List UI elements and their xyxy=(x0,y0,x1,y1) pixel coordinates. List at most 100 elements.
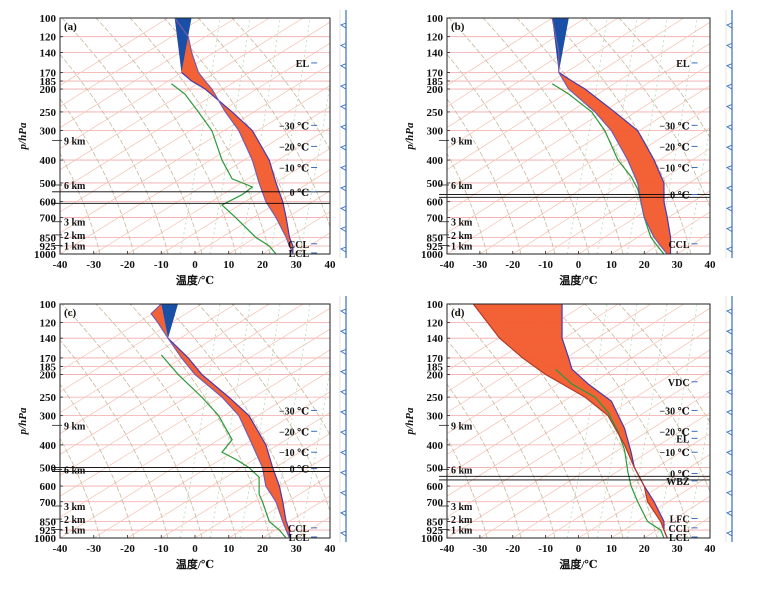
moist-adiabat xyxy=(747,18,759,254)
y-tick-label: 140 xyxy=(427,47,444,59)
height-mark-label: 2 km xyxy=(64,515,86,526)
wind-barb xyxy=(727,104,732,109)
y-tick-label: 400 xyxy=(427,155,444,167)
wind-barb xyxy=(341,430,346,435)
x-tick-label: -30 xyxy=(473,259,488,271)
wind-barb xyxy=(727,23,732,28)
y-tick-label: 600 xyxy=(427,197,444,209)
level-annotation: −30 ℃ xyxy=(659,121,689,132)
level-annotation: LCL xyxy=(289,533,310,544)
height-mark-label: 6 km xyxy=(451,466,473,477)
x-tick-label: 40 xyxy=(705,259,717,271)
wind-barb xyxy=(341,23,346,28)
level-annotation: −30 ℃ xyxy=(279,121,309,132)
height-mark-label: 1 km xyxy=(451,241,473,252)
level-annotation: 0 ℃ xyxy=(670,191,690,202)
height-mark-label: 3 km xyxy=(451,502,473,513)
wind-barb xyxy=(727,64,732,69)
panel-label: (c) xyxy=(64,307,77,319)
level-annotation: EL xyxy=(296,59,310,70)
level-annotation: CCL xyxy=(668,240,689,251)
y-tick-label: 120 xyxy=(40,318,57,330)
y-tick-label: 600 xyxy=(427,481,444,493)
y-tick-label: 500 xyxy=(427,178,444,190)
y-tick-label: 120 xyxy=(40,32,57,44)
height-mark-label: 9 km xyxy=(64,421,86,432)
x-tick-label: -10 xyxy=(154,259,169,271)
wind-barb xyxy=(727,390,732,395)
x-tick-label: -40 xyxy=(53,259,68,271)
height-mark-label: 1 km xyxy=(64,241,86,252)
x-tick-label: 10 xyxy=(606,543,618,555)
y-tick-label: 700 xyxy=(427,497,444,509)
x-tick-label: 0 xyxy=(192,259,198,271)
isotherm xyxy=(743,304,759,538)
wind-barb xyxy=(727,470,732,475)
wind-barb xyxy=(341,349,346,354)
isotherm xyxy=(710,18,759,254)
x-tick-label: -10 xyxy=(154,543,169,555)
y-tick-label: 100 xyxy=(427,13,444,25)
y-tick-label: 100 xyxy=(427,299,444,311)
wind-barb xyxy=(341,410,346,415)
level-annotation: −30 ℃ xyxy=(279,406,309,417)
y-tick-label: 140 xyxy=(40,47,57,59)
wind-barb xyxy=(727,491,732,496)
height-mark-label: 2 km xyxy=(64,231,86,242)
x-tick-label: 20 xyxy=(257,259,269,271)
wind-barb xyxy=(727,430,732,435)
panel-label: (d) xyxy=(451,307,465,319)
y-tick-label: 200 xyxy=(427,84,444,96)
y-tick-label: 700 xyxy=(40,212,57,224)
y-tick-label: 300 xyxy=(40,411,57,423)
x-tick-label: -30 xyxy=(86,259,101,271)
y-axis-label: p/hPa xyxy=(404,407,416,435)
height-mark-label: 9 km xyxy=(451,421,473,432)
y-tick-label: 500 xyxy=(40,463,57,475)
y-tick-label: 200 xyxy=(40,369,57,381)
wind-barb xyxy=(727,450,732,455)
height-mark-label: 9 km xyxy=(64,136,86,147)
x-tick-label: 30 xyxy=(672,259,684,271)
moist-adiabat xyxy=(717,304,757,538)
level-annotation: −10 ℃ xyxy=(279,448,309,459)
wind-barb xyxy=(341,227,346,232)
plot-area xyxy=(60,18,330,254)
level-annotation: −10 ℃ xyxy=(659,448,689,459)
wind-barb xyxy=(727,206,732,211)
y-tick-label: 140 xyxy=(40,333,57,345)
level-annotation: LCL xyxy=(669,533,690,544)
x-tick-label: -10 xyxy=(538,259,553,271)
wind-barb xyxy=(727,247,732,252)
y-tick-label: 700 xyxy=(427,212,444,224)
wind-barb xyxy=(727,309,732,314)
wind-barb xyxy=(341,64,346,69)
x-tick-label: 10 xyxy=(223,543,235,555)
wind-barb xyxy=(341,531,346,536)
x-tick-label: -20 xyxy=(120,543,135,555)
wind-barb xyxy=(341,450,346,455)
wind-barb xyxy=(727,531,732,536)
isotherm xyxy=(743,18,759,254)
x-tick-label: 30 xyxy=(291,543,303,555)
panel-label: (b) xyxy=(451,21,465,33)
wind-barb xyxy=(727,329,732,334)
level-annotation: 0 ℃ xyxy=(290,465,310,476)
wind-barb xyxy=(727,227,732,232)
moist-adiabat xyxy=(360,18,400,254)
panel-label: (a) xyxy=(64,21,77,33)
x-tick-label: -40 xyxy=(440,543,455,555)
level-annotation: −10 ℃ xyxy=(659,163,689,174)
wind-barb xyxy=(341,186,346,191)
y-tick-label: 100 xyxy=(40,299,57,311)
x-tick-label: 30 xyxy=(291,259,303,271)
moist-adiabat xyxy=(330,304,370,538)
wind-barb xyxy=(727,349,732,354)
level-annotation: 0 ℃ xyxy=(290,188,310,199)
y-tick-label: 140 xyxy=(427,333,444,345)
y-tick-label: 200 xyxy=(40,84,57,96)
level-annotation: VDC xyxy=(668,378,690,389)
y-tick-label: 600 xyxy=(40,197,57,209)
level-annotation: −20 ℃ xyxy=(659,142,689,153)
